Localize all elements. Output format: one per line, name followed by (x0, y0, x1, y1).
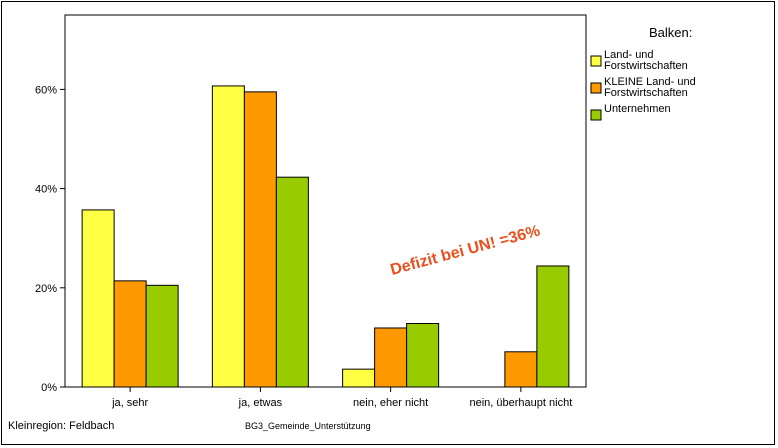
x-tick-label: nein, eher nicht (353, 397, 428, 409)
bar (374, 327, 408, 388)
bar (81, 209, 115, 388)
legend-title: Balken: (649, 25, 692, 40)
bar (211, 85, 245, 388)
bar (145, 284, 179, 388)
legend-label: KLEINE Land- und Forstwirtschaften (604, 76, 696, 99)
bar (275, 176, 309, 388)
legend-swatch (590, 82, 602, 94)
legend-label: Land- und Forstwirtschaften (604, 49, 688, 72)
x-axis-label: BG3_Gemeinde_Unterstützung (245, 421, 371, 431)
x-tick-label: ja, etwas (238, 397, 283, 409)
bar (113, 280, 147, 388)
x-tick-label: ja, sehr (111, 397, 148, 409)
y-tick-label: 20% (35, 283, 57, 295)
bar (243, 91, 277, 388)
y-tick-label: 60% (35, 84, 57, 96)
footnote: Kleinregion: Feldbach (8, 420, 114, 432)
y-tick-label: 40% (35, 184, 57, 196)
legend-label: Unternehmen (604, 103, 671, 115)
x-tick-label: nein, überhaupt nicht (470, 397, 573, 409)
bar (536, 265, 570, 388)
legend-swatch (590, 55, 602, 67)
y-tick-label: 0% (41, 382, 57, 394)
legend: Land- und Forstwirtschaften KLEINE Land- u… (590, 49, 696, 121)
bar (406, 323, 440, 388)
legend-swatch (590, 109, 602, 121)
bar (504, 351, 538, 388)
bar (342, 368, 376, 388)
